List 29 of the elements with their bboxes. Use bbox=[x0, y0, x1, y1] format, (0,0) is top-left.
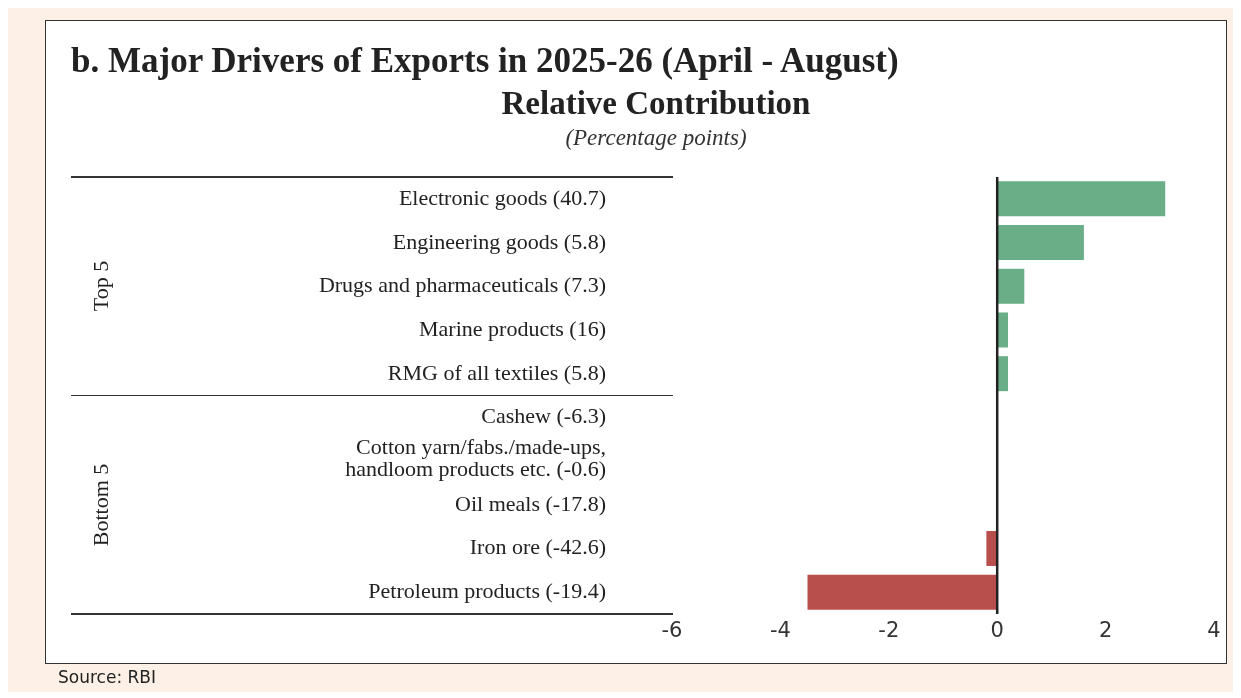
text: Bottom 5 bbox=[88, 463, 114, 547]
x-tick-label: 2 bbox=[1098, 617, 1113, 642]
chart-subtitle: Relative Contribution bbox=[500, 85, 812, 122]
bar bbox=[997, 225, 1084, 261]
bar bbox=[997, 181, 1166, 217]
x-tick-label: -2 bbox=[878, 617, 900, 642]
bar bbox=[997, 312, 1009, 348]
y-tick-label: Drugs and pharmaceuticals (7.3) bbox=[318, 272, 606, 298]
x-axis-title: (Percentage points) bbox=[564, 125, 748, 151]
bar bbox=[986, 530, 998, 566]
y-tick-label: Cotton yarn/fabs./made-ups, handloom products etc. (-0.6) bbox=[345, 434, 606, 482]
text: Top 5 bbox=[88, 261, 114, 312]
y-tick-label: Marine products (16) bbox=[419, 315, 606, 341]
y-tick-label: Petroleum products (-19.4) bbox=[368, 578, 606, 604]
y-tick-label: Cashew (-6.3) bbox=[481, 403, 606, 429]
y-tick-label: Iron ore (-42.6) bbox=[469, 534, 606, 560]
bar bbox=[997, 268, 1025, 304]
y-tick-label: Oil meals (-17.8) bbox=[455, 490, 606, 516]
source-note: Source: RBI bbox=[58, 667, 157, 687]
y-tick-label: Electronic goods (40.7) bbox=[398, 184, 606, 210]
chart-title: b. Major Drivers of Exports in 2025-26 (April - August) bbox=[71, 41, 899, 81]
y-tick-label: Engineering goods (5.8) bbox=[392, 228, 606, 254]
bar bbox=[807, 574, 998, 610]
bar bbox=[997, 356, 1009, 392]
x-tick-label: 0 bbox=[990, 617, 1004, 642]
x-tick-label: -4 bbox=[769, 617, 791, 642]
x-tick-label: 4 bbox=[1207, 617, 1221, 642]
x-tick-label: -6 bbox=[661, 617, 683, 642]
y-tick-label: RMG of all textiles (5.8) bbox=[387, 359, 606, 385]
